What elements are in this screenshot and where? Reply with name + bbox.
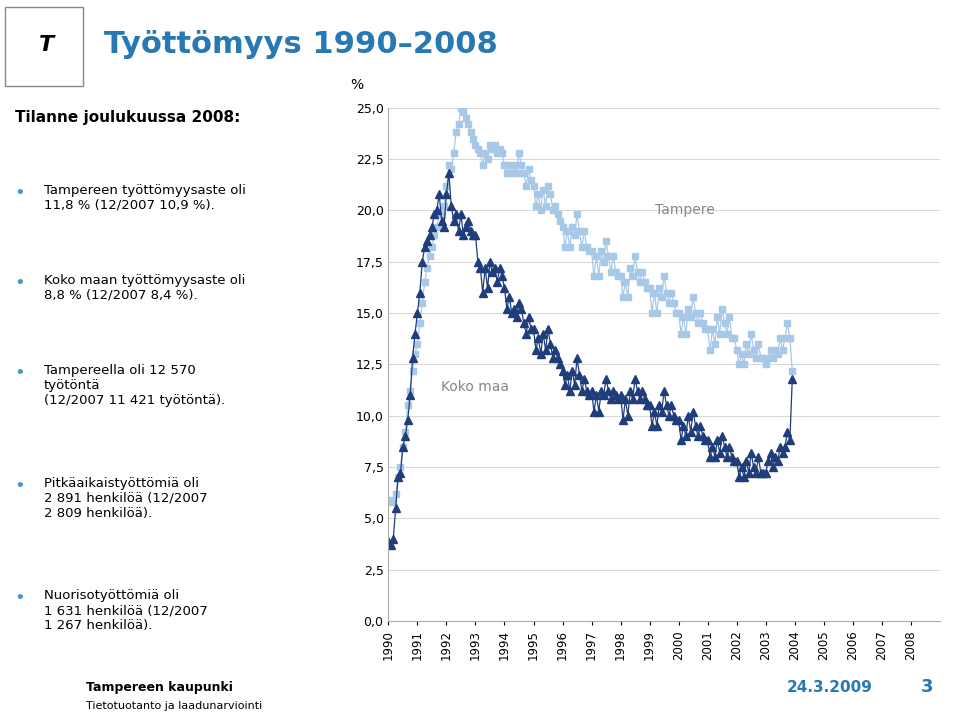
- Text: T: T: [38, 34, 54, 55]
- Text: •: •: [14, 477, 25, 495]
- Text: Työttömyys 1990–2008: Työttömyys 1990–2008: [104, 30, 498, 60]
- Text: •: •: [14, 184, 25, 202]
- Text: Nuorisotyöttömiä oli
1 631 henkilöä (12/2007
1 267 henkilöä).: Nuorisotyöttömiä oli 1 631 henkilöä (12/…: [44, 589, 207, 633]
- Text: Tampereen kaupunki: Tampereen kaupunki: [86, 681, 233, 694]
- Text: %: %: [350, 78, 363, 93]
- Text: Tilanne joulukuussa 2008:: Tilanne joulukuussa 2008:: [14, 111, 240, 125]
- Text: Tietotuotanto ja laadunarviointi: Tietotuotanto ja laadunarviointi: [86, 701, 263, 711]
- Text: Koko maa: Koko maa: [440, 380, 508, 394]
- Text: Koko maan työttömyysaste oli
8,8 % (12/2007 8,4 %).: Koko maan työttömyysaste oli 8,8 % (12/2…: [44, 274, 246, 302]
- Text: 24.3.2009: 24.3.2009: [786, 680, 873, 695]
- Text: Tampere: Tampere: [655, 203, 715, 218]
- Text: •: •: [14, 364, 25, 382]
- Text: Tampereen työttömyysaste oli
11,8 % (12/2007 10,9 %).: Tampereen työttömyysaste oli 11,8 % (12/…: [44, 184, 246, 212]
- Text: •: •: [14, 589, 25, 607]
- Text: Pitkäaikaistyöttömiä oli
2 891 henkilöä (12/2007
2 809 henkilöä).: Pitkäaikaistyöttömiä oli 2 891 henkilöä …: [44, 477, 207, 520]
- Text: •: •: [14, 274, 25, 292]
- Text: 3: 3: [921, 679, 933, 696]
- Text: Tampereella oli 12 570
työtöntä
(12/2007 11 421 työtöntä).: Tampereella oli 12 570 työtöntä (12/2007…: [44, 364, 225, 407]
- FancyBboxPatch shape: [5, 7, 83, 86]
